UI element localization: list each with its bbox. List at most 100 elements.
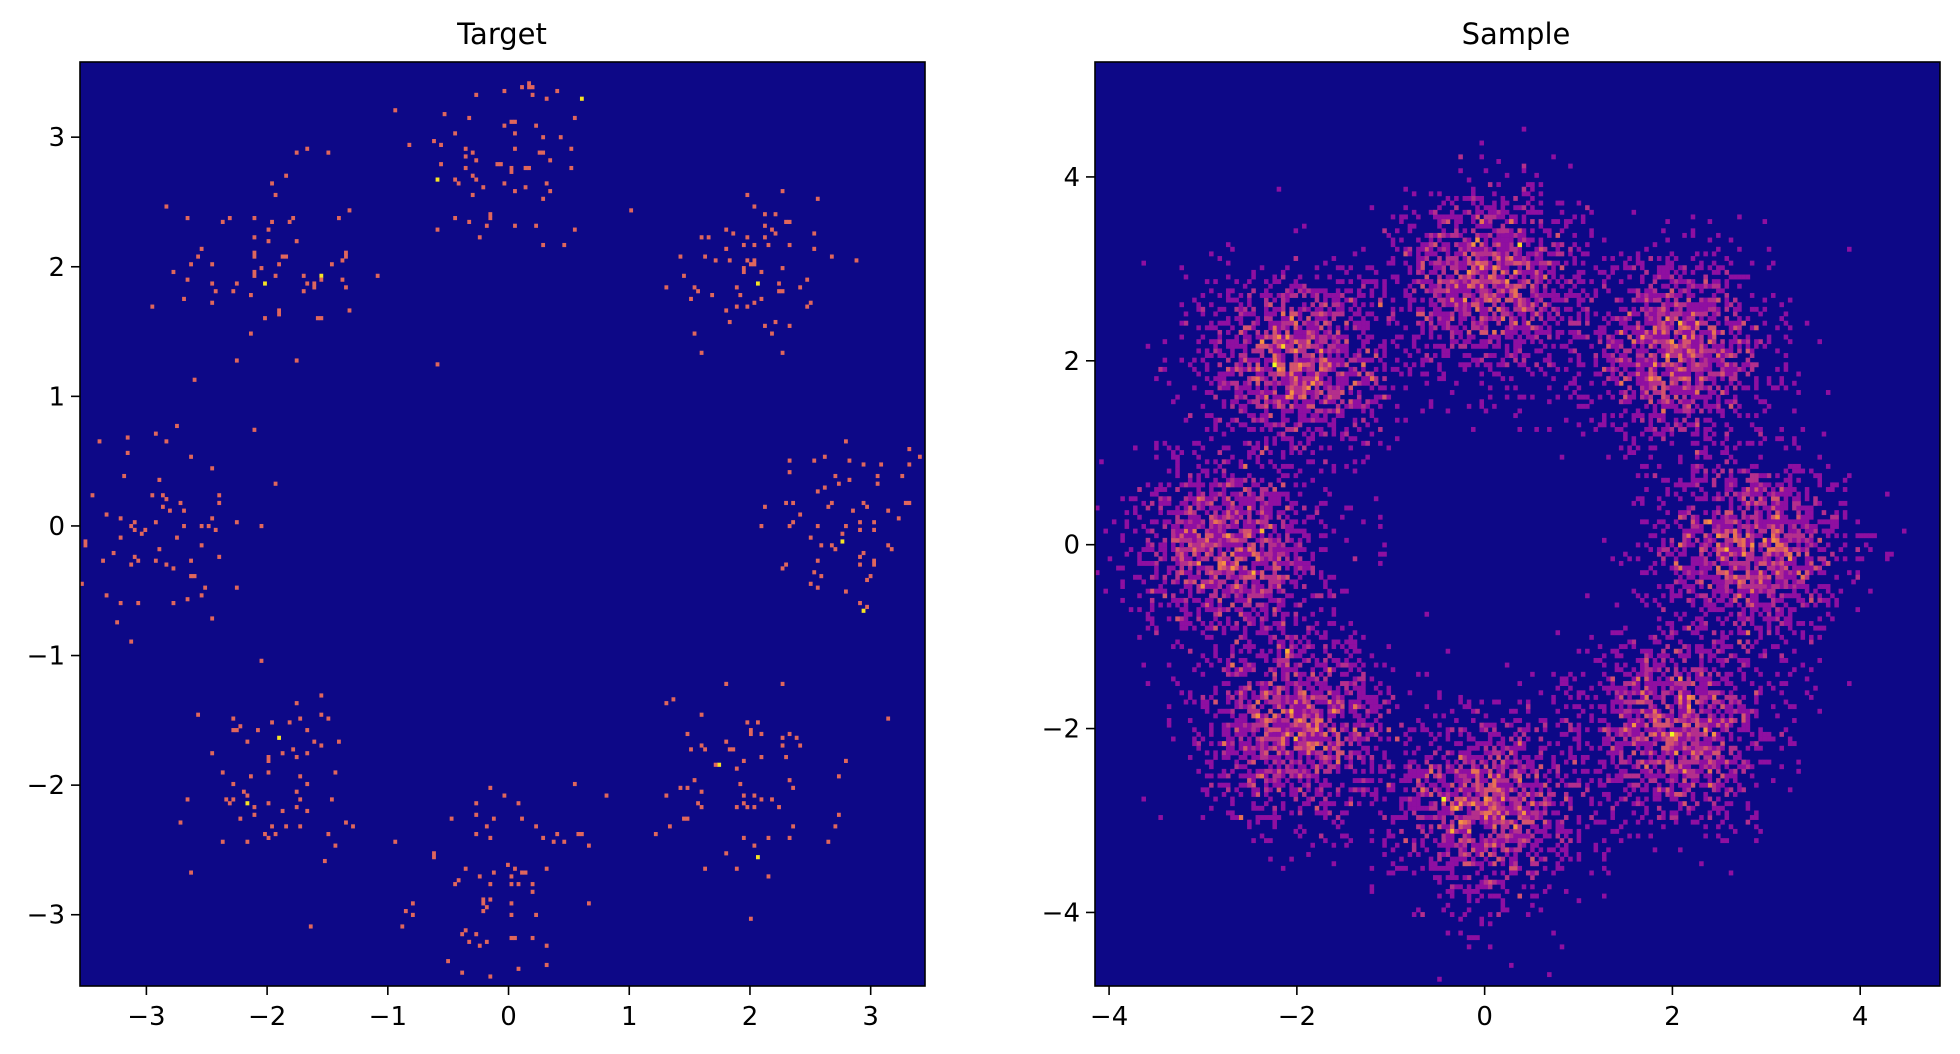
histogram-cell bbox=[1348, 399, 1354, 405]
histogram-cell bbox=[1335, 394, 1341, 400]
histogram-cell bbox=[477, 235, 482, 240]
histogram-cell bbox=[1504, 334, 1510, 340]
histogram-cell bbox=[1437, 311, 1442, 317]
histogram-cell bbox=[1504, 269, 1510, 275]
histogram-cell bbox=[1724, 542, 1730, 548]
histogram-cell bbox=[1610, 394, 1615, 400]
histogram-cell bbox=[1576, 269, 1582, 275]
histogram-cell bbox=[1280, 597, 1286, 603]
histogram-cell bbox=[1749, 473, 1755, 479]
histogram-cell bbox=[1496, 265, 1501, 271]
histogram-cell bbox=[491, 870, 496, 875]
histogram-cell bbox=[1749, 574, 1755, 580]
histogram-cell bbox=[1720, 366, 1725, 372]
histogram-cell bbox=[1124, 551, 1130, 557]
histogram-cell bbox=[1179, 565, 1185, 571]
histogram-cell bbox=[1255, 482, 1261, 488]
histogram-cell bbox=[1445, 325, 1451, 331]
histogram-cell bbox=[1449, 200, 1455, 206]
histogram-cell bbox=[1259, 376, 1265, 382]
histogram-cell bbox=[1627, 376, 1632, 382]
histogram-cell bbox=[1230, 482, 1235, 488]
histogram-cell bbox=[1787, 625, 1793, 631]
histogram-cell bbox=[1209, 436, 1214, 442]
histogram-cell bbox=[1707, 565, 1713, 571]
histogram-cell bbox=[227, 801, 232, 806]
histogram-cell bbox=[1563, 223, 1569, 229]
histogram-cell bbox=[787, 778, 792, 783]
histogram-cell bbox=[1711, 496, 1717, 502]
histogram-cell bbox=[1264, 376, 1269, 382]
histogram-cell bbox=[1242, 334, 1248, 340]
histogram-cell bbox=[1745, 588, 1751, 594]
histogram-cell bbox=[1230, 399, 1235, 405]
histogram-cell bbox=[1749, 348, 1755, 354]
histogram-cell bbox=[1264, 500, 1269, 506]
histogram-cell bbox=[1449, 209, 1455, 215]
histogram-cell bbox=[1694, 311, 1700, 317]
histogram-cell bbox=[1699, 357, 1704, 363]
histogram-cell bbox=[1411, 288, 1417, 294]
histogram-cell bbox=[1547, 302, 1552, 308]
histogram-cell bbox=[1694, 265, 1700, 271]
histogram-cell bbox=[1640, 353, 1645, 358]
histogram-cell bbox=[351, 824, 355, 829]
histogram-cell bbox=[1796, 528, 1801, 534]
histogram-cell bbox=[1572, 320, 1577, 326]
histogram-cell bbox=[1293, 547, 1299, 553]
histogram-cell bbox=[1306, 399, 1311, 405]
histogram-cell bbox=[1306, 403, 1311, 409]
histogram-cell bbox=[1276, 353, 1282, 358]
histogram-cell bbox=[1492, 237, 1497, 243]
histogram-cell bbox=[1766, 265, 1772, 271]
histogram-cell bbox=[1728, 454, 1734, 460]
histogram-cell bbox=[252, 250, 257, 255]
histogram-cell bbox=[1766, 482, 1772, 488]
histogram-cell bbox=[1327, 343, 1332, 349]
histogram-cell bbox=[474, 932, 479, 937]
histogram-cell bbox=[1530, 186, 1535, 192]
histogram-cell bbox=[1525, 269, 1531, 275]
histogram-cell bbox=[1276, 491, 1282, 497]
histogram-cell bbox=[1297, 274, 1303, 280]
histogram-cell bbox=[1513, 320, 1518, 326]
histogram-cell bbox=[1652, 343, 1658, 349]
histogram-cell bbox=[1462, 228, 1468, 234]
histogram-cell bbox=[1517, 339, 1523, 345]
histogram-cell bbox=[1504, 237, 1510, 243]
histogram-cell bbox=[1644, 570, 1649, 576]
histogram-cell bbox=[1813, 602, 1818, 608]
histogram-cell bbox=[1694, 390, 1700, 395]
histogram-cell bbox=[1331, 607, 1337, 613]
histogram-cell bbox=[1259, 593, 1265, 599]
histogram-cell bbox=[1771, 551, 1776, 557]
histogram-cell bbox=[1496, 237, 1501, 243]
histogram-cell bbox=[1682, 380, 1687, 386]
histogram-cell bbox=[1690, 422, 1696, 428]
histogram-cell bbox=[1711, 311, 1717, 317]
histogram-cell bbox=[1652, 431, 1658, 437]
histogram-cell bbox=[1230, 325, 1235, 331]
histogram-cell bbox=[1817, 597, 1822, 603]
histogram-cell bbox=[523, 185, 528, 190]
histogram-cell bbox=[1804, 514, 1810, 520]
histogram-cell bbox=[1754, 394, 1759, 400]
histogram-cell bbox=[1141, 579, 1146, 585]
histogram-cell bbox=[1669, 311, 1675, 317]
histogram-cell bbox=[1525, 325, 1531, 331]
histogram-cell bbox=[1547, 325, 1552, 331]
histogram-cell bbox=[1424, 371, 1430, 377]
histogram-cell bbox=[1775, 325, 1780, 331]
histogram-cell bbox=[1255, 537, 1261, 543]
histogram-cell bbox=[1213, 542, 1218, 548]
histogram-cell bbox=[1466, 334, 1472, 340]
histogram-cell bbox=[1644, 348, 1649, 354]
histogram-cell bbox=[1204, 496, 1210, 502]
histogram-cell bbox=[210, 516, 215, 521]
histogram-cell bbox=[1716, 279, 1721, 285]
histogram-cell bbox=[1466, 362, 1472, 368]
histogram-cell bbox=[1378, 514, 1383, 520]
histogram-cell bbox=[1318, 316, 1324, 322]
histogram-cell bbox=[1272, 311, 1277, 317]
histogram-cell bbox=[1492, 228, 1497, 234]
